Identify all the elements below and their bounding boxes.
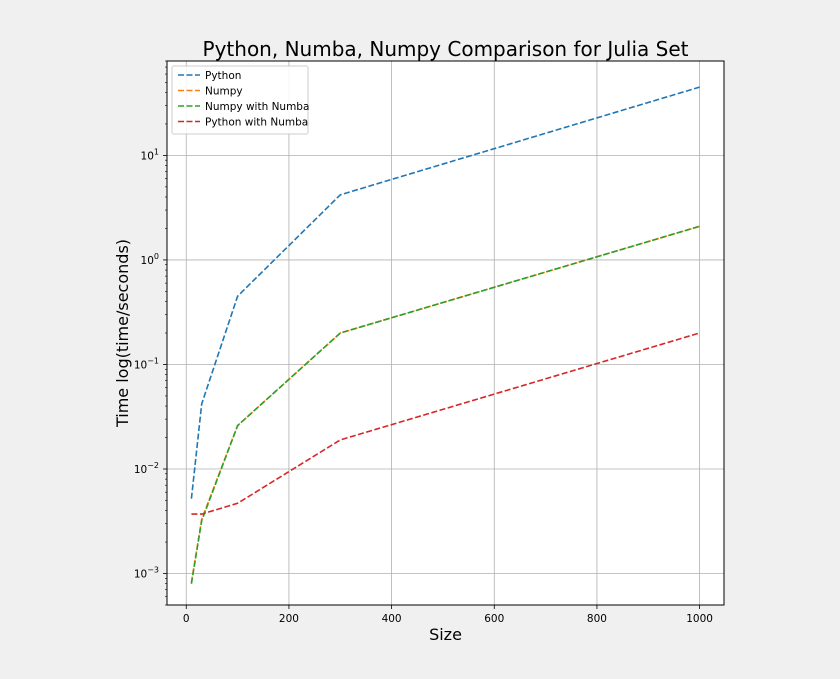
plot-area xyxy=(167,61,724,605)
y-axis-title: Time log(time/seconds) xyxy=(113,239,132,428)
axis-ticks: 0 200 400 600 800 1000 10−3 10−2 10−1 100 101 xyxy=(134,60,713,625)
series-line-numpy-with-numba xyxy=(190,225,700,584)
y-tick-label: 10−1 xyxy=(134,356,159,371)
series-line-python-with-numba xyxy=(191,332,700,515)
x-tick-label: 400 xyxy=(382,613,402,625)
x-axis-title: Size xyxy=(429,625,462,644)
legend-label: Numpy with Numba xyxy=(205,101,309,113)
x-tick-label: 200 xyxy=(279,613,299,625)
legend-label: Python with Numba xyxy=(205,117,308,129)
y-tick-label: 10−3 xyxy=(134,566,159,581)
series-line-python xyxy=(190,86,700,499)
y-tick-label: 10−2 xyxy=(134,461,159,476)
y-tick-label: 101 xyxy=(141,147,159,162)
y-tick-label: 100 xyxy=(141,252,159,267)
grid-lines xyxy=(167,61,724,605)
x-tick-label: 1000 xyxy=(686,613,713,625)
x-tick-label: 600 xyxy=(484,613,504,625)
legend: Python Numpy Numpy with Numba Python with N… xyxy=(171,65,309,135)
x-tick-label: 800 xyxy=(587,613,607,625)
x-tick-label: 0 xyxy=(183,613,190,625)
legend-box xyxy=(171,65,309,135)
legend-label: Numpy xyxy=(205,86,243,98)
chart-title: Python, Numba, Numpy Comparison for Juli… xyxy=(203,37,689,61)
legend-label: Python xyxy=(205,70,241,82)
series-lines xyxy=(190,86,700,584)
